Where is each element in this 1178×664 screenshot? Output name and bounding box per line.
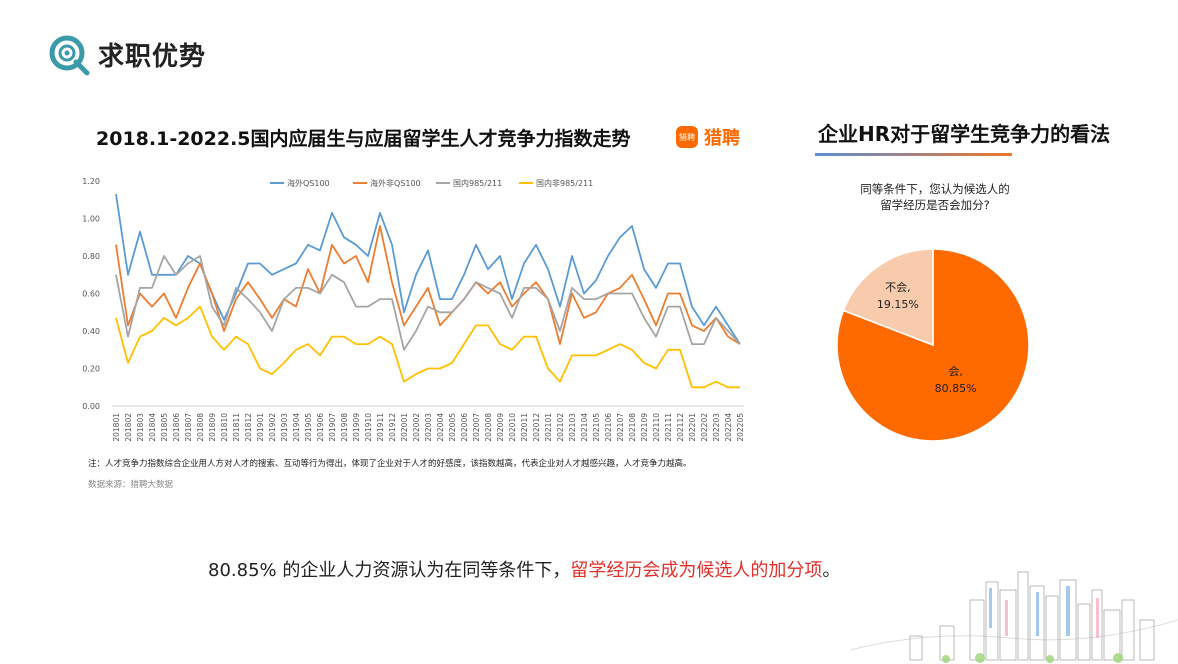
x-tick-label: 202002 xyxy=(412,413,421,442)
x-tick-label: 201809 xyxy=(208,413,217,442)
x-tick-label: 202203 xyxy=(712,413,721,442)
x-tick-label: 202101 xyxy=(544,413,553,442)
x-tick-label: 202104 xyxy=(580,413,589,442)
x-tick-label: 201911 xyxy=(376,413,385,442)
x-tick-label: 201904 xyxy=(292,413,301,442)
x-tick-label: 202001 xyxy=(400,413,409,442)
x-tick-label: 202105 xyxy=(592,413,601,442)
pie-slice-label: 不会, xyxy=(885,281,911,294)
x-tick-label: 201905 xyxy=(304,413,313,442)
x-tick-label: 201902 xyxy=(268,413,277,442)
x-tick-label: 202011 xyxy=(520,413,529,442)
x-tick-label: 202106 xyxy=(604,413,613,442)
x-tick-label: 201909 xyxy=(352,413,361,442)
x-tick-label: 202005 xyxy=(448,413,457,442)
line-chart: 0.00 0.20 0.40 0.60 0.80 1.00 1.20 201801 201802… xyxy=(82,177,745,442)
x-tick-label: 202205 xyxy=(736,413,745,442)
x-tick-label: 202004 xyxy=(436,413,445,442)
x-tick-label: 201801 xyxy=(112,413,121,442)
x-tick-label: 201908 xyxy=(340,413,349,442)
x-tick-label: 201806 xyxy=(172,413,181,442)
summary-prefix: 80.85% 的企业人力资源认为在同等条件下， xyxy=(208,560,571,581)
series-line-1 xyxy=(115,193,741,345)
pie-question: 同等条件下，您认为候选人的 留学经历是否会加分? xyxy=(850,181,1020,213)
x-tick-label: 202110 xyxy=(652,413,661,442)
x-tick-label: 201805 xyxy=(160,413,169,442)
y-tick-label: 0.20 xyxy=(82,365,100,374)
x-tick-label: 201912 xyxy=(388,413,397,442)
y-tick-label: 0.00 xyxy=(82,402,100,411)
x-tick-label: 201812 xyxy=(244,413,253,442)
x-tick-label: 202009 xyxy=(496,413,505,442)
x-tick-label: 202006 xyxy=(460,413,469,442)
x-tick-label: 201906 xyxy=(316,413,325,442)
pie-section-title: 企业HR对于留学生竞争力的看法 xyxy=(818,122,1111,146)
legend-label: 海外QS100 xyxy=(287,178,330,188)
x-tick-label: 201903 xyxy=(280,413,289,442)
cityscape-illustration xyxy=(850,571,1178,663)
x-tick-label: 201807 xyxy=(184,413,193,442)
target-magnifier-icon xyxy=(49,35,90,76)
x-tick-label: 202007 xyxy=(472,413,481,442)
summary-highlight: 留学经历会成为候选人的加分项 xyxy=(570,560,823,581)
x-tick-label: 202012 xyxy=(532,413,541,442)
chart-note: 注：人才竞争力指数综合企业用人方对人才的搜索、互动等行为得出，体现了企业对于人才… xyxy=(88,459,692,469)
x-tick-label: 201910 xyxy=(364,413,373,442)
pie-slice-percent: 80.85% xyxy=(935,382,977,395)
x-tick-label: 202010 xyxy=(508,413,517,442)
liepin-logo: 猎聘 猎聘 xyxy=(676,124,740,150)
y-tick-label: 1.20 xyxy=(82,177,100,186)
x-tick-label: 202204 xyxy=(724,413,733,442)
y-tick-label: 1.00 xyxy=(82,215,100,224)
x-tick-label: 202107 xyxy=(616,413,625,442)
legend-label: 海外非QS100 xyxy=(370,178,421,188)
x-tick-label: 201907 xyxy=(328,413,337,442)
series-line-3 xyxy=(115,255,741,351)
legend-label: 国内985/211 xyxy=(453,178,502,188)
x-tick-label: 201804 xyxy=(148,413,157,442)
liepin-logo-text: 猎聘 xyxy=(704,128,740,149)
pie-question-line2: 留学经历是否会加分? xyxy=(880,198,990,212)
series-line-2 xyxy=(115,225,741,346)
x-tick-label: 201802 xyxy=(124,413,133,442)
summary-suffix: 。 xyxy=(822,560,841,581)
series-line-4 xyxy=(115,305,740,389)
x-tick-label: 202109 xyxy=(640,413,649,442)
x-tick-label: 201803 xyxy=(136,413,145,442)
chart-source: 数据来源：猎聘大数据 xyxy=(88,480,174,490)
x-tick-label: 202102 xyxy=(556,413,565,442)
x-tick-label: 202103 xyxy=(568,413,577,442)
x-tick-label: 201811 xyxy=(232,413,241,442)
x-tick-label: 202008 xyxy=(484,413,493,442)
pie-slice-2 xyxy=(842,248,934,347)
x-tick-label: 202003 xyxy=(424,413,433,442)
x-tick-label: 202202 xyxy=(700,413,709,442)
y-tick-label: 0.40 xyxy=(82,327,100,336)
page-title: 求职优势 xyxy=(98,42,207,72)
summary-statement: 80.85% 的企业人力资源认为在同等条件下，留学经历会成为候选人的加分项。 xyxy=(208,556,840,582)
pie-chart: 会, 80.85% 不会, 19.15% xyxy=(836,248,1030,442)
pie-slice-label: 会, xyxy=(948,365,963,378)
x-tick-label: 202201 xyxy=(688,413,697,442)
legend-label: 国内非985/211 xyxy=(536,178,593,188)
pie-slice-percent: 19.15% xyxy=(877,298,919,311)
x-tick-label: 201810 xyxy=(220,413,229,442)
y-tick-label: 0.80 xyxy=(82,252,100,261)
liepin-logo-icon: 猎聘 xyxy=(676,126,698,148)
x-tick-label: 202108 xyxy=(628,413,637,442)
x-tick-label: 201808 xyxy=(196,413,205,442)
x-tick-label: 201901 xyxy=(256,413,265,442)
pie-question-line1: 同等条件下，您认为候选人的 xyxy=(860,182,1010,196)
x-tick-label: 202111 xyxy=(664,413,673,442)
y-tick-label: 0.60 xyxy=(82,290,100,299)
line-chart-title: 2018.1-2022.5国内应届生与应届留学生人才竞争力指数走势 xyxy=(96,128,631,150)
x-tick-label: 202112 xyxy=(676,413,685,442)
title-underline xyxy=(815,153,1012,156)
